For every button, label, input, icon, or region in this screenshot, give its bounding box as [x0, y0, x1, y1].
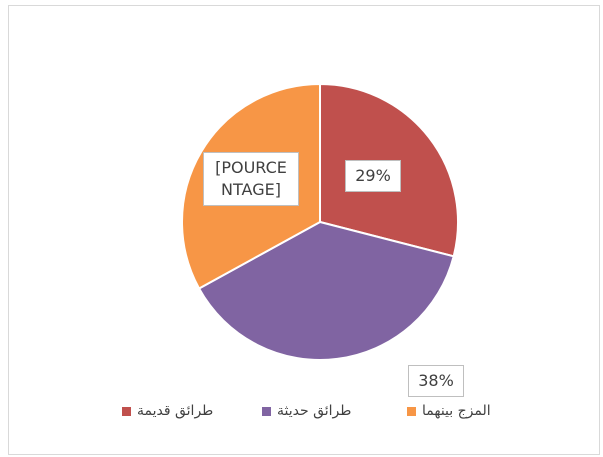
legend-label: طرائق حديثة	[277, 403, 352, 419]
pie-slice	[197, 220, 455, 361]
legend-item: طرائق قديمة	[122, 403, 213, 419]
legend-item: طرائق حديثة	[262, 403, 351, 419]
legend-item: المزج بينهما	[407, 403, 491, 419]
legend-label: المزج بينهما	[422, 403, 491, 419]
legend-swatch	[262, 406, 271, 416]
legend-swatch	[122, 406, 131, 416]
legend-swatch	[407, 406, 416, 416]
data-label: [POURCENTAGE]	[203, 152, 299, 206]
data-label: 38%	[408, 365, 464, 397]
data-label: 29%	[345, 160, 401, 192]
legend-label: طرائق قديمة	[137, 403, 214, 419]
